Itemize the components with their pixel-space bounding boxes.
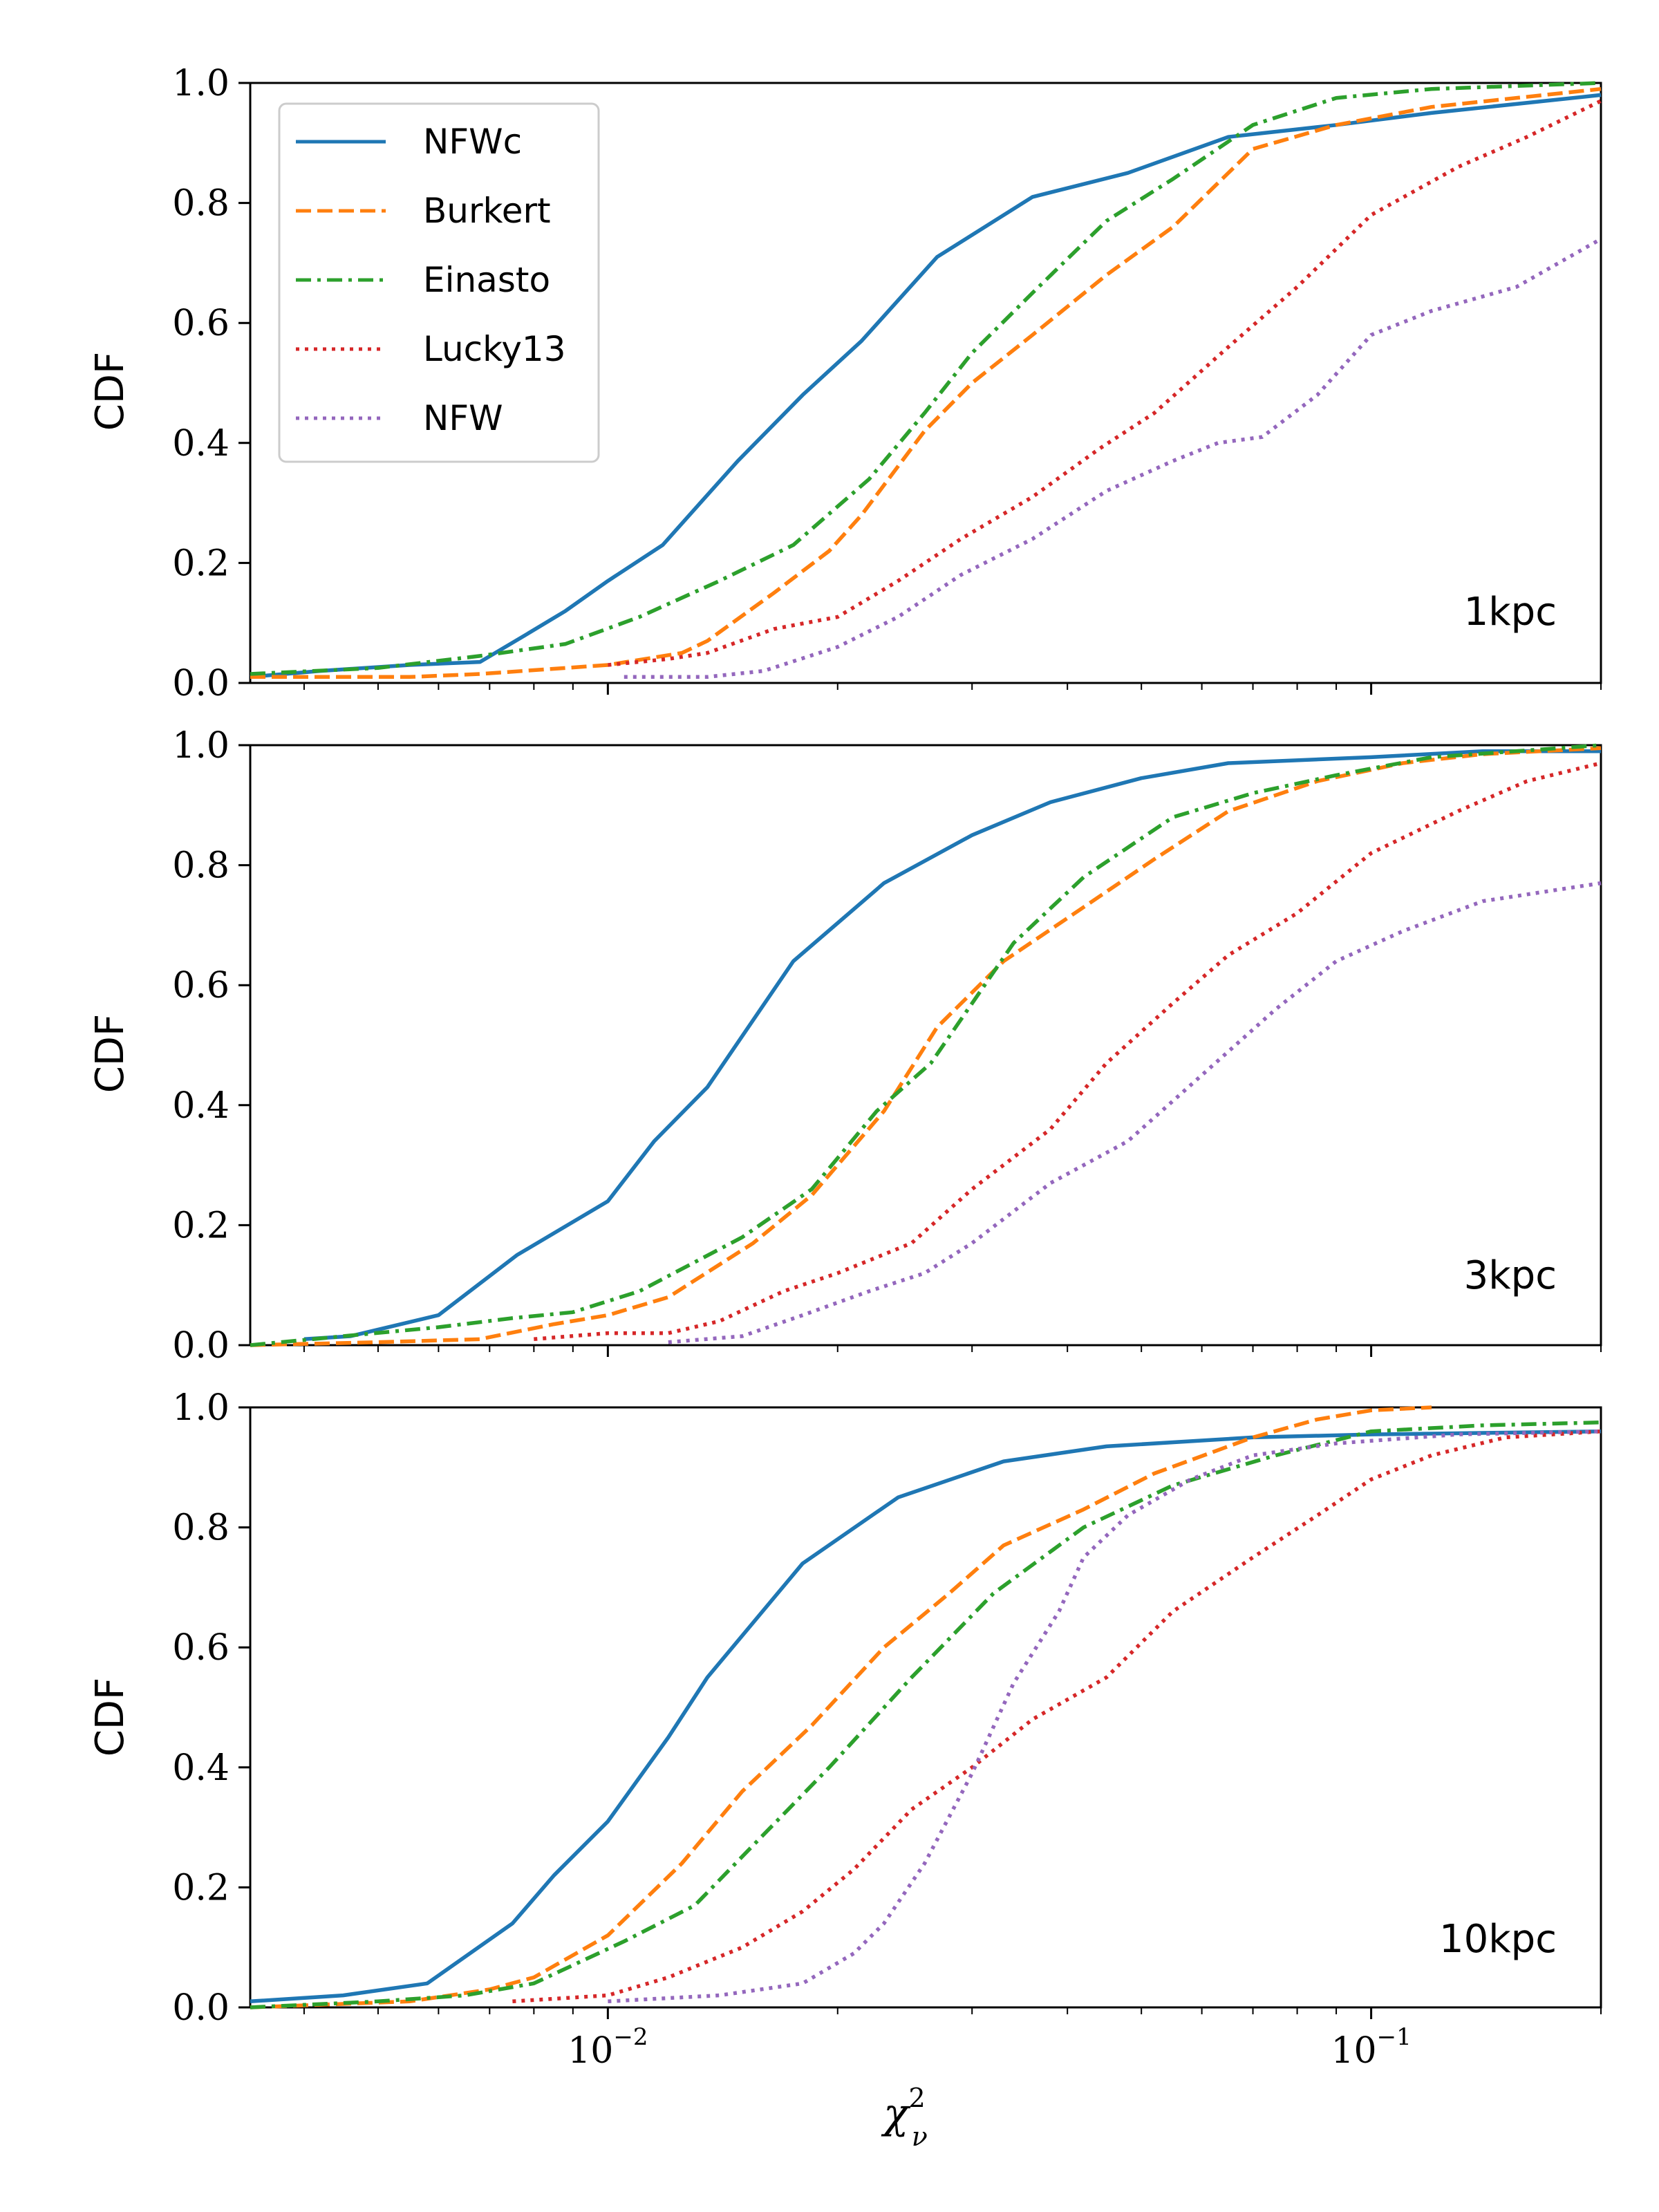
- x-axis-label-sup: 2: [909, 2083, 926, 2113]
- panel-10kpc: CDF 0.0 0.2 0.4 0.6 0.8 1.0 10kpc 10−2 10−1 χ2…: [88, 1387, 1602, 2152]
- axes-panel-1: 0.0 0.2 0.4 0.6 0.8 1.0: [172, 63, 1602, 704]
- axes-frame: [249, 82, 1602, 684]
- y-tick-label: 0.8: [172, 183, 229, 225]
- series-nfwc: [303, 749, 1601, 1342]
- y-tick-label: 0.4: [172, 1085, 229, 1127]
- series-burkert: [250, 1405, 1432, 2009]
- legend-label-einasto: Einasto: [423, 260, 550, 300]
- series-panel-2: [250, 743, 1602, 1347]
- y-tick-label: 1.0: [172, 725, 229, 767]
- series-einasto: [250, 81, 1602, 676]
- panel-3kpc: CDF 0.0 0.2 0.4 0.6 0.8 1.0 3kpc: [88, 725, 1602, 1367]
- series-lucky13: [534, 761, 1602, 1342]
- series-einasto: [250, 1420, 1602, 2009]
- y-tick-label: 0.2: [172, 1867, 229, 1909]
- y-tick-label: 0.4: [172, 1747, 229, 1789]
- x-tick-label: 10−1: [1331, 2023, 1411, 2072]
- axes-frame: [249, 744, 1602, 1347]
- series-nfw: [668, 881, 1602, 1344]
- ylabel-panel-1: CDF: [88, 352, 133, 431]
- y-tick-label: 1.0: [172, 1387, 229, 1429]
- y-tick-label: 0.8: [172, 845, 229, 887]
- y-tick-label: 0.6: [172, 1627, 229, 1669]
- legend-label-lucky13: Lucky13: [423, 329, 566, 369]
- y-tick-label: 0.0: [172, 663, 229, 704]
- x-tick-labels: 10−2 10−1: [568, 2023, 1412, 2072]
- annotation-10kpc: 10kpc: [1439, 1917, 1557, 1962]
- y-tick-label: 0.4: [172, 423, 229, 465]
- series-lucky13: [608, 99, 1602, 667]
- series-nfw: [608, 1429, 1602, 2004]
- series-einasto: [250, 743, 1602, 1347]
- x-tick-label: 10−2: [568, 2023, 648, 2072]
- y-tick-label: 0.6: [172, 303, 229, 344]
- legend-label-nfwc: NFWc: [423, 122, 522, 162]
- legend-frame: [278, 102, 600, 463]
- y-tick-label: 0.6: [172, 965, 229, 1006]
- x-axis-label-base: χ: [881, 2090, 911, 2138]
- axes-panel-3: 0.0 0.2 0.4 0.6 0.8 1.0: [172, 1387, 1602, 2029]
- series-panel-1: [250, 81, 1602, 679]
- ylabel-panel-2: CDF: [88, 1014, 133, 1093]
- ylabel-panel-3: CDF: [88, 1678, 133, 1756]
- series-nfwc: [250, 1429, 1602, 2004]
- annotation-1kpc: 1kpc: [1464, 590, 1557, 635]
- y-tick-label: 1.0: [172, 63, 229, 104]
- axes-frame: [249, 1406, 1602, 2009]
- legend-label-burkert: Burkert: [423, 191, 551, 231]
- series-nfwc: [250, 93, 1602, 679]
- y-tick-label: 0.2: [172, 1205, 229, 1246]
- axes-panel-2: 0.0 0.2 0.4 0.6 0.8 1.0: [172, 725, 1602, 1367]
- series-nfw: [624, 237, 1602, 679]
- y-tick-label: 0.0: [172, 1987, 229, 2029]
- legend: NFWc Burkert Einasto Lucky13 NFW: [278, 102, 600, 463]
- legend-label-nfw: NFW: [423, 398, 503, 438]
- y-tick-label: 0.8: [172, 1508, 229, 1549]
- y-tick-label: 0.2: [172, 543, 229, 584]
- series-panel-3: [250, 1405, 1602, 2009]
- y-tick-label: 0.0: [172, 1325, 229, 1367]
- x-axis-label: χ2 ν: [881, 2083, 928, 2152]
- panel-1kpc: CDF 0.0 0.2 0.4 0.6 0.8 1.0 1kpc NFWc Burkert…: [88, 63, 1602, 704]
- series-burkert: [250, 746, 1602, 1347]
- annotation-3kpc: 3kpc: [1464, 1253, 1557, 1298]
- x-axis-label-sub: ν: [912, 2121, 928, 2152]
